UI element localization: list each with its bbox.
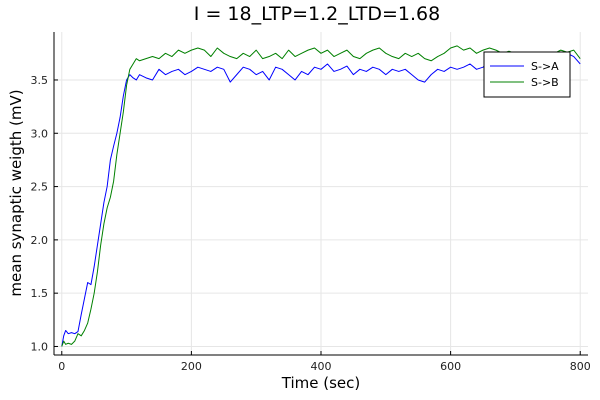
x-axis-label: Time (sec) <box>281 374 360 392</box>
legend-box <box>483 51 571 98</box>
y-tick-label: 2.5 <box>31 181 49 194</box>
y-tick-label: 1.5 <box>31 287 49 300</box>
x-tick-label: 600 <box>440 360 461 373</box>
x-tick-label: 800 <box>570 360 591 373</box>
legend-label-series-a: S->A <box>531 60 559 73</box>
series-layer <box>61 45 581 347</box>
x-tick-label: 400 <box>311 360 332 373</box>
y-tick-label: 1.0 <box>31 340 49 353</box>
y-tick-label: 2.0 <box>31 234 49 247</box>
x-tick-label: 200 <box>181 360 202 373</box>
series-line-a <box>61 52 581 347</box>
legend-label-series-b: S->B <box>531 76 559 89</box>
legend: S->A S->B <box>483 51 571 98</box>
chart-title: I = 18_LTP=1.2_LTD=1.68 <box>194 3 440 25</box>
y-tick-label: 3.5 <box>31 74 49 87</box>
y-axis-label: mean synaptic weigth (mV) <box>7 89 25 296</box>
y-tick-label: 3.0 <box>31 127 49 140</box>
x-tick-label: 0 <box>58 360 65 373</box>
series-line-b <box>61 45 581 347</box>
ticks: 0 200 400 600 800 1.0 1.5 2.0 2.5 3.0 3.5 <box>31 74 591 373</box>
